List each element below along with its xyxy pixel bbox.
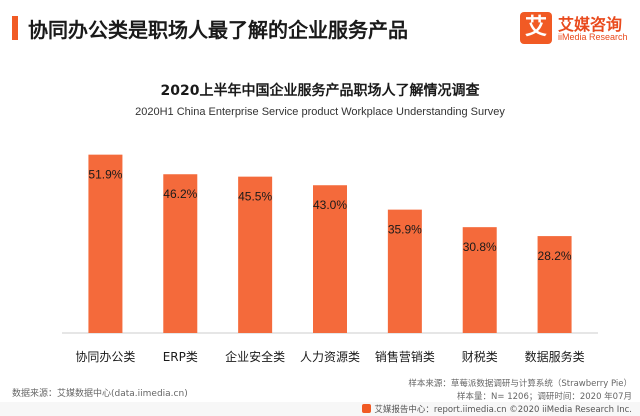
bar-value-label: 45.5%: [238, 190, 272, 204]
page-title: 协同办公类是职场人最了解的企业服务产品: [28, 18, 408, 42]
x-tick-label: 数据服务类: [525, 349, 585, 364]
chart-subtitle: 2020H1 China Enterprise Service product …: [135, 106, 505, 118]
logo-cn-text: 艾媒咨询: [558, 15, 623, 34]
bar-value-label: 35.9%: [388, 223, 422, 237]
footer-text: 艾媒报告中心：report.iimedia.cn ©2020 iiMedia R…: [362, 403, 632, 415]
logo-mark-icon: 艾: [520, 12, 552, 44]
bar: [163, 174, 198, 333]
bar-value-label: 28.2%: [538, 249, 572, 263]
footer-bar: 艾媒报告中心：report.iimedia.cn ©2020 iiMedia R…: [0, 402, 640, 416]
sample-size-note: 样本量：N= 1206；调研时间：2020 年07月: [457, 392, 632, 402]
bar-value-label: 51.9%: [88, 168, 122, 182]
logo-en-text: iiMedia Research: [558, 32, 628, 42]
iimedia-logo: 艾 艾媒咨询 iiMedia Research: [520, 10, 636, 50]
bar: [462, 227, 497, 333]
bar-value-label: 43.0%: [313, 198, 347, 212]
sample-source-note: 样本来源：草莓派数据调研与计算系统（Strawberry Pie）: [408, 379, 632, 389]
x-tick-label: 销售营销类: [375, 349, 435, 364]
bar: [313, 185, 347, 333]
title-accent-bar: [12, 16, 18, 40]
page-header: 协同办公类是职场人最了解的企业服务产品 艾 艾媒咨询 iiMedia Resea…: [0, 0, 640, 56]
x-tick-label: ERP类: [163, 350, 198, 364]
x-tick-label: 财税类: [462, 350, 498, 364]
x-tick-label: 企业安全类: [225, 349, 285, 364]
bar: [537, 236, 572, 333]
chart-title: 2020上半年中国企业服务产品职场人了解情况调查: [160, 83, 480, 99]
bar-value-label: 30.8%: [463, 240, 497, 254]
report-center-icon: [362, 404, 372, 413]
footer-label: 艾媒报告中心：report.iimedia.cn ©2020 iiMedia R…: [374, 405, 632, 415]
bar-value-label: 46.2%: [163, 187, 197, 201]
bar: [88, 154, 123, 333]
bar: [238, 176, 273, 333]
x-tick-label: 协同办公类: [75, 349, 135, 364]
data-source-note: 数据来源：艾媒数据中心(data.iimedia.cn): [12, 389, 188, 399]
bar: [387, 209, 422, 333]
x-tick-label: 人力资源类: [300, 350, 360, 364]
